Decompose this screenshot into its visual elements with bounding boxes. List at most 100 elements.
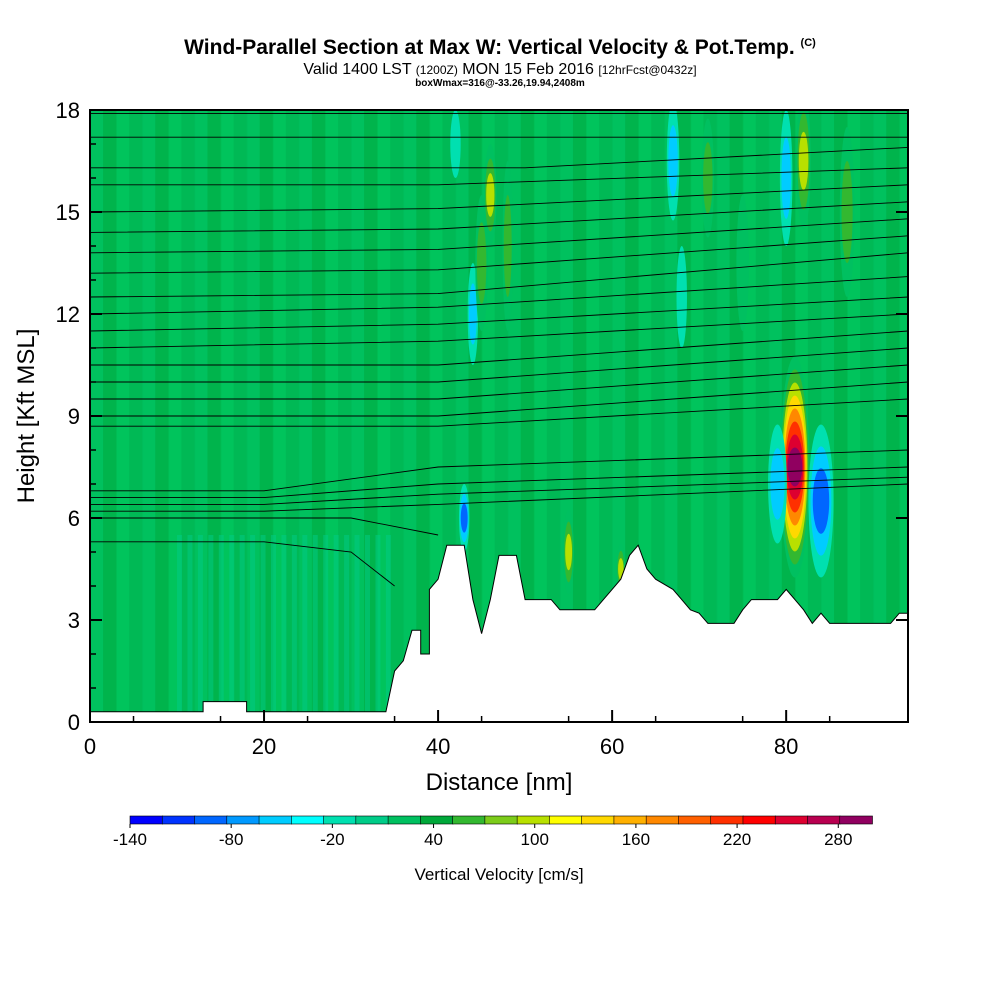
velocity-feature xyxy=(475,195,488,331)
velocity-feature xyxy=(563,509,574,595)
colorbar-segment xyxy=(807,815,841,825)
colorbar-tick-label: 100 xyxy=(521,830,549,849)
pot-temp-contour xyxy=(90,201,908,233)
velocity-band xyxy=(546,110,561,722)
colorbar-segment xyxy=(420,815,454,825)
colorbar-tick-label: -80 xyxy=(219,830,244,849)
velocity-feature-level xyxy=(770,448,785,520)
pot-temp-contours xyxy=(90,112,908,587)
velocity-feature-level xyxy=(486,173,495,217)
pot-temp-contour xyxy=(90,330,908,366)
velocity-band xyxy=(271,535,277,722)
velocity-feature-level xyxy=(503,195,512,297)
velocity-feature-level xyxy=(787,447,803,487)
pot-temp-contour xyxy=(90,167,908,186)
colorbar-segment xyxy=(613,815,647,825)
pot-temp-contour xyxy=(90,218,908,254)
colorbar-segment xyxy=(516,815,551,825)
velocity-band xyxy=(229,535,235,722)
pot-temp-contour xyxy=(90,296,908,332)
y-tick-label: 3 xyxy=(68,608,80,633)
colorbar-tick-label: 40 xyxy=(424,830,443,849)
colorbar-segment xyxy=(323,815,357,825)
colorbar-segment xyxy=(194,815,228,825)
velocity-band xyxy=(651,110,666,722)
velocity-band xyxy=(333,535,339,722)
velocity-feature-level xyxy=(565,533,573,571)
colorbar-segment xyxy=(226,815,260,825)
velocity-band xyxy=(218,535,224,722)
y-tick-label: 6 xyxy=(68,506,80,531)
colorbar-segment xyxy=(549,815,583,825)
y-axis-title: Height [Kft MSL] xyxy=(13,329,40,504)
y-axis: 0 3 6 9 12 15 18 xyxy=(56,98,908,735)
colorbar-segment xyxy=(484,815,518,825)
velocity-feature xyxy=(458,484,470,552)
velocity-band xyxy=(768,110,783,722)
velocity-band xyxy=(344,535,350,722)
velocity-feature xyxy=(450,110,461,178)
colorbar-segment xyxy=(678,815,712,825)
velocity-band xyxy=(886,110,901,722)
forecast-info: [12hrFcst@0432z] xyxy=(598,63,697,77)
colorbar-segment xyxy=(839,815,873,825)
velocity-feature xyxy=(736,195,749,331)
x-tick-label: 40 xyxy=(426,734,450,759)
velocity-band xyxy=(860,110,875,722)
colorbar-tick-label: 280 xyxy=(824,830,852,849)
colorbar-segment xyxy=(581,815,615,825)
pot-temp-contour xyxy=(90,364,908,400)
y-tick-label: 12 xyxy=(56,302,80,327)
velocity-band xyxy=(586,110,600,722)
velocity-feature xyxy=(502,161,513,331)
x-tick-label: 20 xyxy=(252,734,276,759)
pot-temp-contour xyxy=(90,313,908,349)
pot-temp-contour xyxy=(90,541,395,587)
velocity-band xyxy=(690,110,705,722)
chart-title: Wind-Parallel Section at Max W: Vertical… xyxy=(0,36,1000,60)
velocity-feature xyxy=(701,118,715,238)
plot-area xyxy=(90,110,908,722)
velocity-band xyxy=(250,535,256,722)
colorbar-segment xyxy=(710,815,744,825)
pot-temp-contour xyxy=(90,252,908,298)
colorbar: -140 -80 -20 40 100 160 220 280 xyxy=(113,815,873,849)
velocity-feature xyxy=(839,127,855,297)
x-axis-title: Distance [nm] xyxy=(426,769,573,796)
velocity-feature xyxy=(796,110,811,229)
colorbar-segment xyxy=(161,815,196,825)
velocity-band xyxy=(291,535,297,722)
velocity-feature xyxy=(808,424,834,578)
velocity-band xyxy=(755,110,770,722)
velocity-band xyxy=(260,535,266,722)
velocity-feature xyxy=(779,110,793,246)
velocity-feature xyxy=(768,424,787,544)
pot-temp-contour xyxy=(90,235,908,274)
velocity-feature-level xyxy=(841,161,853,263)
colorbar-segment xyxy=(742,815,777,825)
velocity-feature-level xyxy=(468,283,477,345)
colorbar-segment xyxy=(129,815,164,825)
y-tick-label: 0 xyxy=(68,710,80,735)
colorbar-segment xyxy=(291,815,325,825)
pot-temp-contour xyxy=(90,476,908,505)
velocity-band xyxy=(177,535,183,722)
colorbar-segment xyxy=(387,815,422,825)
velocity-feature-level xyxy=(781,137,791,219)
pot-temp-contour xyxy=(90,276,908,315)
colorbar-tick-label: 160 xyxy=(622,830,650,849)
colorbar-tick-label: -140 xyxy=(113,830,147,849)
y-tick-label: 9 xyxy=(68,404,80,429)
velocity-feature xyxy=(484,144,497,246)
pot-temp-contour xyxy=(90,184,908,213)
velocity-feature-level xyxy=(460,503,468,533)
velocity-band xyxy=(354,535,360,722)
velocity-feature-level xyxy=(450,110,461,178)
terrain-mask xyxy=(90,544,908,722)
velocity-feature-level xyxy=(812,468,830,534)
valid-utc: (1200Z) xyxy=(415,63,458,77)
valid-prefix: Valid 1400 LST xyxy=(303,61,412,78)
y-tick-label: 18 xyxy=(56,98,80,123)
colorbar-tick-label: -20 xyxy=(320,830,345,849)
velocity-band xyxy=(716,110,731,722)
